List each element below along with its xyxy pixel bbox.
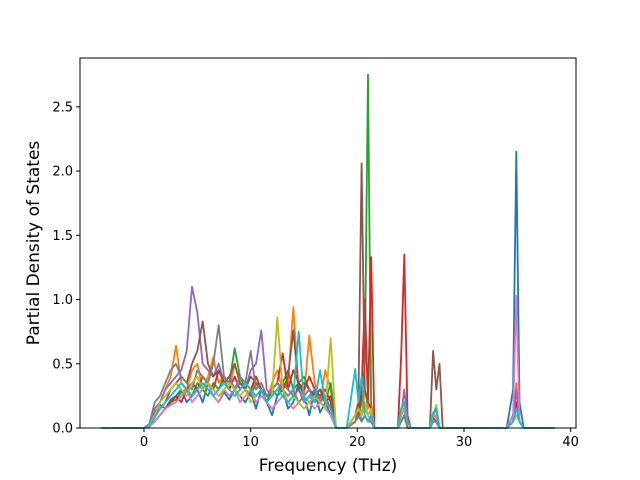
y-tick-label: 1.0	[52, 293, 73, 308]
x-tick-label: 40	[562, 435, 579, 450]
x-axis-label: Frequency (THz)	[259, 456, 398, 476]
y-tick-label: 0.5	[52, 357, 73, 372]
series-line-8	[101, 324, 555, 429]
series-line-6	[101, 162, 555, 429]
series-lines	[101, 73, 555, 429]
x-tick-label: 30	[456, 435, 473, 450]
x-tick-label: 0	[140, 435, 148, 450]
x-axis-ticks: 0 10 20 30 40	[140, 428, 579, 450]
plot-frame	[79, 57, 577, 429]
series-line-10	[101, 330, 555, 429]
y-axis-ticks: 0.0 0.5 1.0 1.5 2.0 2.5	[52, 100, 80, 437]
x-tick-label: 10	[242, 435, 259, 450]
x-tick-label: 20	[349, 435, 366, 450]
y-tick-label: 2.5	[52, 100, 73, 115]
y-tick-label: 1.5	[52, 229, 73, 244]
y-axis-label: Partial Density of States	[24, 141, 44, 346]
y-tick-label: 0.0	[52, 422, 73, 437]
y-tick-label: 2.0	[52, 165, 73, 180]
